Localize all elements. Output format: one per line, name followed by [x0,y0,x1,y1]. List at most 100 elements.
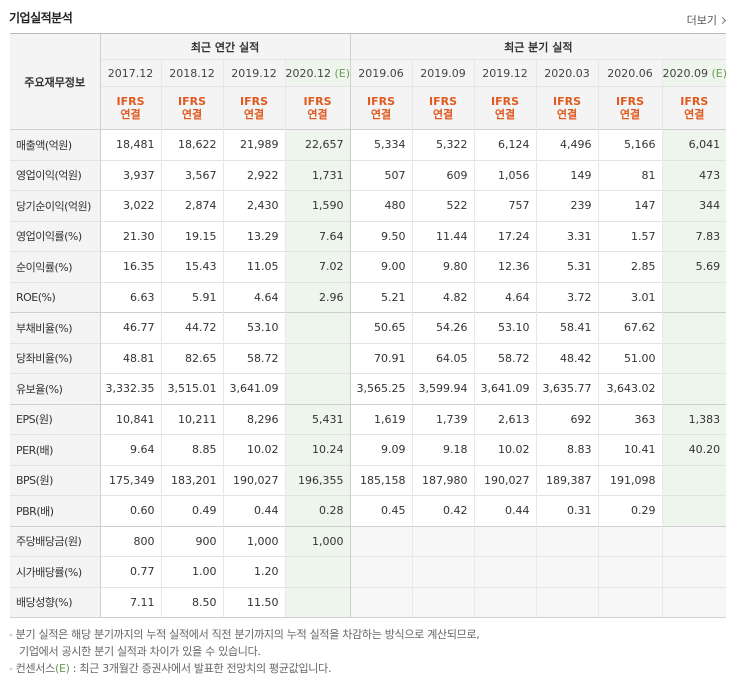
table-cell: 7.64 [284,220,351,252]
table-cell: 4,496 [535,129,599,160]
table-row: 당기순이익(억원) 3,022 2,874 2,430 1,590 480 522 757 23… [10,190,727,221]
table-cell: 18,622 [160,129,223,160]
table-cell: 50.65 [349,312,413,343]
period-label: 2019.12 [482,66,528,80]
annual-header: 최근 연간 실적 [99,33,351,60]
period-label: 2020.09 [662,66,709,80]
period-label: 2020.12 [285,66,331,80]
table-cell: 48.42 [535,342,599,374]
table-cell: 2,874 [160,190,223,221]
row-label: 순이익률(%) [10,251,100,282]
table-cell: 2.85 [597,251,663,282]
table-cell: 21,989 [222,129,285,160]
note-line-2: 기업에서 공시한 분기 실적과 차이가 있을 수 있습니다. [19,645,261,658]
table-row: 배당성향(%) 7.11 8.50 11.50 [10,586,727,618]
chevron-right-icon [718,16,727,25]
table-cell: 3.01 [597,281,663,313]
ifrs-label: IFRS [178,95,206,108]
table-cell: 15.43 [160,251,223,282]
table-cell: 363 [597,403,663,435]
ifrs-label: IFRS [616,95,645,108]
table-cell: 13.29 [222,220,285,252]
table-cell: 2,922 [222,159,285,191]
consolidated-label: 연결 [432,108,454,121]
table-cell: 16.35 [99,251,161,282]
table-cell: 10,211 [160,403,223,435]
table-cell: 1,000 [284,525,351,557]
ifrs-badge: IFRS 연결 [222,86,285,130]
table-cell: 82.65 [160,342,223,374]
table-cell: 6,041 [661,129,727,160]
table-cell: 522 [411,190,475,221]
table-cell: 54.26 [411,312,475,343]
ifrs-badge: IFRS 연결 [99,86,161,130]
table-cell [597,586,663,618]
table-cell: 0.49 [160,495,223,526]
note-estimate-mark: (E) [54,662,70,675]
table-cell: 4.82 [411,281,475,313]
table-cell: 187,980 [411,464,475,496]
table-cell: 149 [535,159,599,191]
table-cell: 5.21 [349,281,413,313]
table-cell: 3.72 [535,281,599,313]
table-cell: 46.77 [99,312,161,343]
table-row: EPS(원) 10,841 10,211 8,296 5,431 1,619 1,739 2,… [10,403,727,435]
ifrs-label: IFRS [116,95,145,108]
ifrs-badge: IFRS 연결 [284,86,351,130]
table-cell [473,586,537,618]
table-cell: 5.91 [160,281,223,313]
more-link[interactable]: 더보기 [687,12,727,28]
table-cell [661,556,727,587]
period-header: 2019.12 [222,59,285,87]
table-cell: 48.81 [99,342,161,374]
table-cell [661,495,727,526]
table-cell: 9.00 [349,251,413,282]
table-cell: 5,334 [349,129,413,160]
table-cell: 2,430 [222,190,285,221]
ifrs-badge: IFRS 연결 [597,86,663,130]
table-cell: 0.28 [284,495,351,526]
row-label: ROE(%) [10,281,100,313]
table-cell [597,556,663,587]
table-cell: 189,387 [535,464,599,496]
table-cell: 2,613 [473,403,537,435]
table-row: 당좌비율(%) 48.81 82.65 58.72 70.91 64.05 58.72 48.… [10,342,727,374]
table-cell: 40.20 [661,434,727,465]
table-cell: 2.96 [284,281,351,313]
row-label: 매출액(억원) [10,129,100,160]
table-cell: 3.31 [535,220,599,252]
table-cell: 9.80 [411,251,475,282]
table-cell: 1,000 [222,525,285,557]
table-cell: 64.05 [411,342,475,374]
row-label: PBR(배) [10,495,100,526]
ifrs-badge: IFRS 연결 [349,86,413,130]
ifrs-badge: IFRS 연결 [411,86,475,130]
table-row: 유보율(%) 3,332.35 3,515.01 3,641.09 3,565.25 3,… [10,373,727,404]
period-label: 2020.06 [607,66,653,80]
table-row: 부채비율(%) 46.77 44.72 53.10 50.65 54.26 53.10 58.… [10,312,727,343]
period-label: 2019.09 [420,66,466,80]
consolidated-label: 연결 [307,108,328,121]
ifrs-label: IFRS [680,95,709,108]
table-cell: 3,635.77 [535,373,599,404]
estimate-mark: (E) [334,66,351,80]
ifrs-label: IFRS [491,95,520,108]
table-cell: 1,731 [284,159,351,191]
table-cell: 191,098 [597,464,663,496]
period-label: 2019.12 [231,66,277,80]
table-cell: 0.44 [473,495,537,526]
consolidated-label: 연결 [181,108,203,121]
table-cell: 7.02 [284,251,351,282]
table-cell: 3,641.09 [473,373,537,404]
consolidated-label: 연결 [619,108,641,121]
table-row: ROE(%) 6.63 5.91 4.64 2.96 5.21 4.82 4.64 3.72 3.… [10,281,727,313]
table-cell [661,312,727,343]
table-cell: 239 [535,190,599,221]
period-label: 2018.12 [169,66,215,80]
table-cell [661,464,727,496]
quarter-header: 최근 분기 실적 [349,33,727,60]
table-cell: 11.05 [222,251,285,282]
period-header: 2020.06 [597,59,663,87]
table-cell: 3,567 [160,159,223,191]
table-row: 시가배당률(%) 0.77 1.00 1.20 [10,556,727,587]
